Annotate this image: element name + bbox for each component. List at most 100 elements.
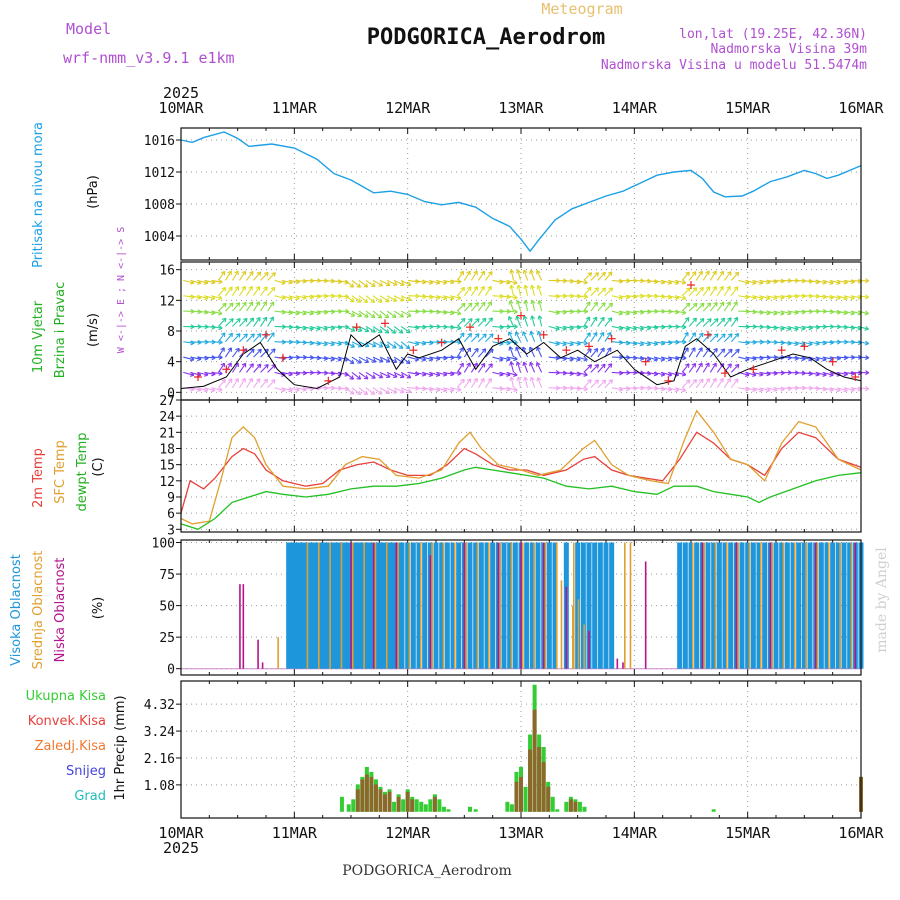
wind-barb-head [345, 324, 350, 328]
wind-barb [773, 279, 785, 282]
wind-barb-head [698, 362, 703, 366]
wind-barb [576, 341, 588, 345]
wind-barb [253, 363, 262, 373]
cloud-ytick-label: 100 [152, 537, 175, 552]
wind-barb-head [681, 298, 686, 301]
wind-barb-head [264, 363, 269, 367]
wind-barb-head [682, 279, 687, 284]
wind-barb-head [508, 315, 513, 320]
wind-barb [450, 341, 462, 344]
wind-barb [239, 378, 246, 389]
high-cloud-bar [357, 542, 363, 669]
wind-barb-head [692, 378, 697, 382]
wind-barb-head [787, 357, 792, 361]
high-cloud-bar [784, 542, 790, 669]
wind-barb [822, 279, 834, 284]
wind-barb-head [513, 309, 518, 313]
wind-barb [531, 300, 536, 312]
wind-barb [604, 287, 613, 297]
wind-barb [372, 341, 383, 348]
wind-barb [709, 270, 717, 281]
wind-barb [232, 347, 240, 358]
wind-barb-head [633, 296, 638, 299]
temp-ytick-label: 24 [159, 410, 175, 425]
wind-barb-head [555, 312, 560, 316]
wind-barb-head [422, 343, 427, 346]
low-cloud-bar [372, 542, 375, 669]
high-cloud-bar [320, 542, 326, 669]
wind-barb-head [675, 311, 680, 315]
wind-barb [531, 315, 536, 327]
precip-ytick-label: 3.24 [144, 725, 175, 740]
wind-barb-head [625, 388, 631, 392]
wind-barb [766, 295, 778, 299]
wind-barb-head [584, 279, 588, 284]
wind-barb [450, 310, 462, 315]
wind-barb-head [647, 311, 652, 315]
wind-barb-head [405, 347, 410, 350]
wind-barb-head [509, 376, 512, 381]
wind-barb-head [330, 344, 335, 347]
wind-barb [548, 325, 560, 330]
wind-barb-head [196, 282, 202, 285]
wind-barb [569, 341, 581, 345]
wind-barb-head [536, 346, 541, 350]
wind-barb [681, 271, 690, 281]
wind-barb [211, 371, 223, 375]
wind-barb-head [684, 331, 689, 335]
wind-barb [463, 378, 472, 389]
wind-barb [379, 279, 391, 286]
wind-barb-head [513, 356, 518, 360]
precip-convective-bar [364, 774, 369, 812]
wind-barb [422, 356, 434, 361]
wind-barb-head [190, 326, 195, 330]
wind-barb-head [428, 282, 433, 285]
wind-barb-head [281, 297, 286, 301]
wind-barb [523, 315, 529, 327]
wind-barb-head [625, 296, 631, 300]
wind-barb [843, 325, 855, 329]
wind-direction-legend: W <-|-> E ; N <-|-> S [116, 227, 127, 353]
wind-barb [267, 332, 275, 343]
wind-barb-head [449, 298, 455, 301]
wind-barb-head [457, 310, 462, 315]
precip-total-bar [351, 799, 356, 812]
wind-barb [773, 295, 785, 299]
wind-barb-head [698, 270, 703, 274]
precip-total-bar [468, 806, 472, 812]
mid-cloud-bar [572, 605, 574, 669]
wind-barb [358, 279, 369, 288]
wind-barb [358, 387, 368, 396]
wind-barb [316, 341, 328, 346]
wind-barb-head [517, 361, 521, 366]
wind-barb [492, 356, 504, 361]
wind-barb [267, 364, 276, 373]
wind-barb-head [224, 303, 227, 308]
wind-barb [323, 356, 335, 361]
wind-barb [857, 310, 869, 315]
wind-barb [253, 333, 262, 343]
wind-barb-head [801, 328, 806, 331]
wind-barb-head [421, 374, 427, 377]
wind-barb [843, 371, 855, 375]
wind-barb [429, 279, 440, 284]
wind-barb-head [475, 318, 480, 321]
wind-barb [688, 317, 697, 327]
low-cloud-bar [261, 662, 264, 669]
wind-barb-head [358, 359, 362, 364]
wind-barb-head [513, 358, 518, 362]
mid-cloud-bar [476, 542, 479, 669]
wind-barb [225, 302, 234, 312]
wind-ytick-label: 8 [167, 325, 175, 340]
wind-gust-marker [585, 342, 593, 351]
wind-barb-head [330, 280, 336, 284]
wind-barb [709, 318, 719, 327]
wind-barb-head [654, 388, 659, 391]
wind-barb [597, 302, 606, 312]
wind-barb-head [538, 300, 543, 304]
wind-gust-marker [409, 346, 418, 355]
wind-barb-head [594, 379, 599, 382]
wind-ylabel: 10m Vjetar [31, 300, 46, 373]
